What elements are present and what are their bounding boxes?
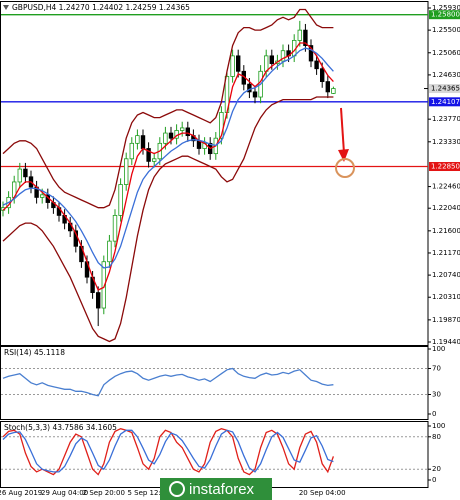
candle-body: [17, 168, 22, 183]
level-label-bg: [429, 10, 460, 20]
y-tick-label: 20: [432, 465, 441, 473]
candle-body: [107, 240, 112, 263]
candle-body: [280, 50, 286, 62]
panel-title: RSI(14) 45.1118: [4, 348, 65, 357]
indicator-line: [2, 47, 334, 269]
y-tick-label: 70: [432, 365, 441, 373]
candle-body: [124, 158, 129, 185]
arrow-head: [338, 149, 349, 162]
candle-body: [146, 148, 151, 162]
y-tick-label: 1.22460: [432, 183, 460, 191]
x-tick-label: 5 Sep 12:00: [127, 489, 169, 497]
candle-body: [235, 55, 241, 72]
indicator-line: [2, 428, 335, 476]
arrow-shaft: [340, 107, 345, 154]
watermark-text: instaforex: [189, 481, 255, 498]
candle-body: [303, 29, 308, 46]
candle-body: [269, 55, 274, 64]
y-tick-label: 100: [432, 345, 445, 353]
y-tick-label: 1.21600: [432, 227, 460, 235]
watermark-bg: [160, 478, 272, 500]
y-tick-label: 1.20310: [432, 293, 460, 301]
candle-body: [179, 127, 185, 131]
panel-frame: [0, 1, 429, 346]
candle-body: [96, 292, 101, 309]
watermark: instaforex: [160, 478, 272, 500]
candle-body: [140, 135, 146, 149]
candle-body: [101, 261, 106, 309]
y-tick-label: 1.25060: [432, 49, 460, 57]
symbol-icon: [3, 5, 9, 10]
indicator-line: [2, 367, 334, 397]
level-label-bg: [429, 162, 460, 172]
candle-body: [40, 194, 45, 198]
x-tick-label: 2 Sep 20:00: [83, 489, 125, 497]
x-tick-label: 29 Aug 04:00: [41, 489, 88, 497]
candle-body: [325, 81, 330, 93]
y-tick-label: 1.25500: [432, 26, 460, 34]
x-tick-label: 26 Aug 2019: [0, 489, 42, 497]
candle-body: [247, 83, 252, 93]
y-tick-label: 1.24630: [432, 71, 460, 79]
target-circle: [335, 158, 355, 178]
y-tick-label: 1.22040: [432, 204, 460, 212]
y-tick-label: 1.19870: [432, 316, 460, 324]
panel-frame: [0, 346, 429, 420]
y-tick-label: 30: [432, 391, 441, 399]
level-label: 1.25800: [431, 11, 460, 19]
indicator-line: [2, 42, 334, 291]
candle-body: [314, 60, 319, 70]
indicator-line: [2, 8, 334, 209]
watermark-icon: [169, 481, 185, 497]
candle-body: [331, 88, 336, 94]
level-label: 1.24107: [431, 98, 460, 106]
last-price-bg: [429, 84, 460, 94]
y-tick-label: 1.19440: [432, 338, 460, 346]
candle-body: [151, 158, 157, 162]
panel-title: Stoch(5,3,3) 43.7586 34.1605: [4, 423, 117, 432]
y-tick-label: 80: [432, 433, 441, 441]
candle-body: [185, 127, 190, 137]
candle-body: [263, 55, 269, 72]
candle-body: [118, 184, 123, 216]
x-tick-label: 20 Sep 04:00: [299, 489, 346, 497]
candle-body: [168, 132, 174, 139]
y-tick-label: 1.20740: [432, 271, 460, 279]
candle-body: [135, 135, 140, 144]
y-tick-label: 0: [432, 410, 436, 418]
y-tick-label: 0: [432, 476, 436, 484]
y-tick-label: 1.23330: [432, 138, 460, 146]
candle-body: [219, 112, 224, 139]
candle-body: [23, 168, 28, 178]
candle-body: [230, 55, 235, 77]
level-label-bg: [429, 97, 460, 107]
candle-body: [112, 214, 118, 242]
last-price-label: 1.24365: [431, 85, 460, 93]
candle-body: [319, 68, 325, 82]
level-label: 1.22850: [431, 163, 460, 171]
candle-body: [308, 45, 314, 62]
y-tick-label: 1.21170: [432, 249, 460, 257]
panel-title: GBPUSD,H4 1.24270 1.24402 1.24259 1.2436…: [12, 3, 190, 12]
candle-body: [297, 29, 302, 41]
y-tick-label: 100: [432, 422, 445, 430]
y-tick-label: 1.25930: [432, 4, 460, 12]
indicator-line: [2, 429, 334, 473]
candle-body: [163, 132, 168, 144]
indicator-line: [2, 96, 334, 343]
candle-body: [129, 142, 134, 160]
y-tick-label: 1.23770: [432, 115, 460, 123]
candle-body: [252, 91, 258, 98]
forecast-annotation: [335, 107, 355, 178]
